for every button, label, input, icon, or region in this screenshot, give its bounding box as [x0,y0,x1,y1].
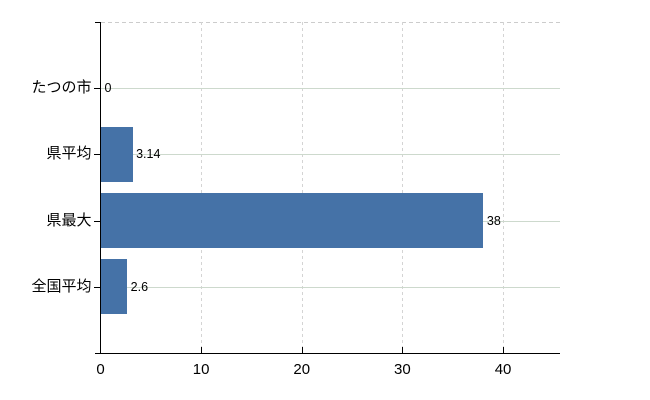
bar-value-label: 2.6 [130,279,149,294]
v-gridline [503,22,505,353]
plot-top-border [100,22,560,23]
x-tick [503,347,505,353]
bar [101,193,484,249]
category-label: 全国平均 [31,277,92,295]
category-label: たつの市 [31,79,92,97]
bar-value-label: 0 [104,81,112,96]
x-tick [201,347,203,353]
bar [101,259,128,315]
y-axis-top-tick [94,22,101,23]
y-tick [93,286,101,288]
bar-value-label: 3.14 [136,147,161,162]
y-axis-line [100,22,101,353]
x-tick-label: 30 [394,361,411,378]
category-label: 県平均 [46,145,92,163]
y-tick [93,220,101,222]
bar [101,126,133,182]
category-label: 県最大 [46,211,92,229]
y-tick [93,154,101,156]
x-tick-label: 40 [494,361,512,378]
v-gridline [301,22,303,353]
x-tick [301,347,303,353]
h-gridline [100,88,560,90]
x-tick-label: 0 [96,361,105,378]
v-gridline [201,22,203,353]
y-tick [93,88,101,90]
bar-value-label: 38 [486,213,501,228]
h-gridline [100,154,560,156]
h-gridline [100,286,560,288]
x-tick-label: 20 [293,361,311,378]
v-gridline [402,22,404,353]
x-tick [402,347,404,353]
x-tick-label: 10 [192,361,210,378]
x-axis-line [95,353,560,354]
